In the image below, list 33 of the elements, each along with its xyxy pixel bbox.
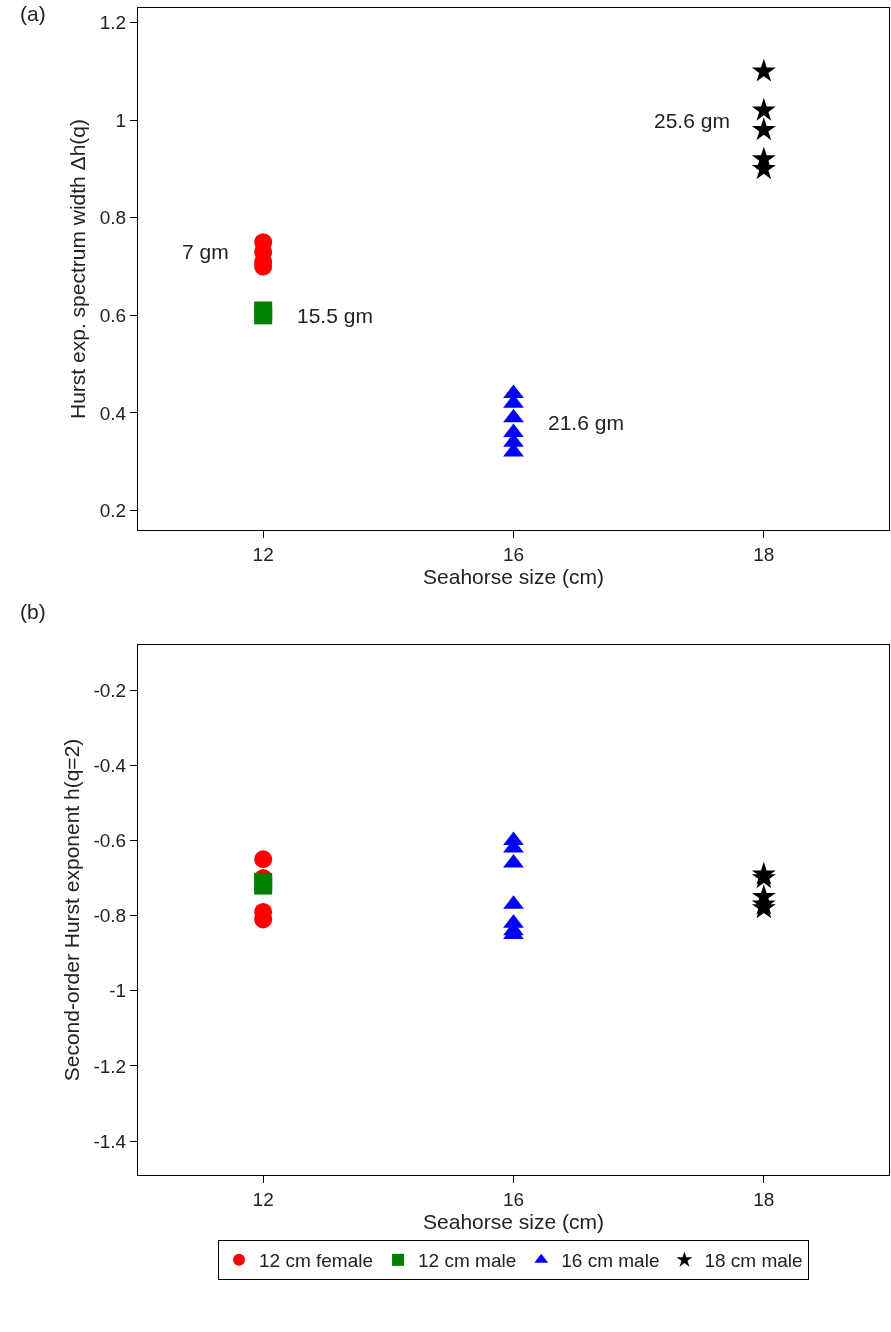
y-tick-label: -1.2	[93, 1055, 127, 1077]
legend-label: 18 cm male	[704, 1250, 803, 1272]
text: (b)	[20, 600, 46, 623]
legend-label: 16 cm male	[561, 1250, 660, 1272]
annotation: 21.6 gm	[548, 411, 624, 434]
y-tick-label: -1	[109, 980, 127, 1002]
x-tick-label: 18	[753, 1188, 775, 1210]
y-tick-label: -0.6	[93, 830, 127, 852]
y-tick-label: 0.4	[99, 402, 127, 424]
y-tick-label: 1	[115, 109, 127, 131]
x-tick-label: 16	[502, 1188, 525, 1210]
y-tick-label: -0.2	[93, 679, 127, 701]
x-tick-label: 18	[753, 543, 775, 565]
y-tick-label: -0.8	[93, 905, 127, 927]
text: (a)	[20, 2, 46, 25]
y-tick-label: 0.8	[99, 207, 127, 229]
y-axis-title: Second-order Hurst exponent h(q=2)	[59, 738, 83, 1082]
x-tick-label: 16	[502, 543, 525, 565]
annotation: 7 gm	[182, 240, 229, 263]
x-tick-label: 12	[252, 543, 274, 565]
y-tick-label: -1.4	[93, 1130, 127, 1152]
y-tick-label: 0.6	[99, 305, 127, 326]
annotation: 15.5 gm	[297, 304, 373, 327]
annotation: 25.6 gm	[654, 109, 730, 132]
y-tick-label: -0.4	[93, 754, 127, 776]
x-axis-title: Seahorse size (cm)	[423, 1209, 604, 1233]
x-axis-title: Seahorse size (cm)	[423, 564, 604, 588]
y-tick-label: 0.2	[99, 500, 127, 522]
y-tick-label: 1.2	[99, 12, 127, 34]
legend-label: 12 cm female	[259, 1250, 374, 1272]
y-axis-title: Hurst exp. spectrum width Δh(q)	[65, 119, 89, 419]
x-tick-label: 12	[252, 1188, 274, 1210]
legend-label: 12 cm male	[418, 1250, 517, 1272]
